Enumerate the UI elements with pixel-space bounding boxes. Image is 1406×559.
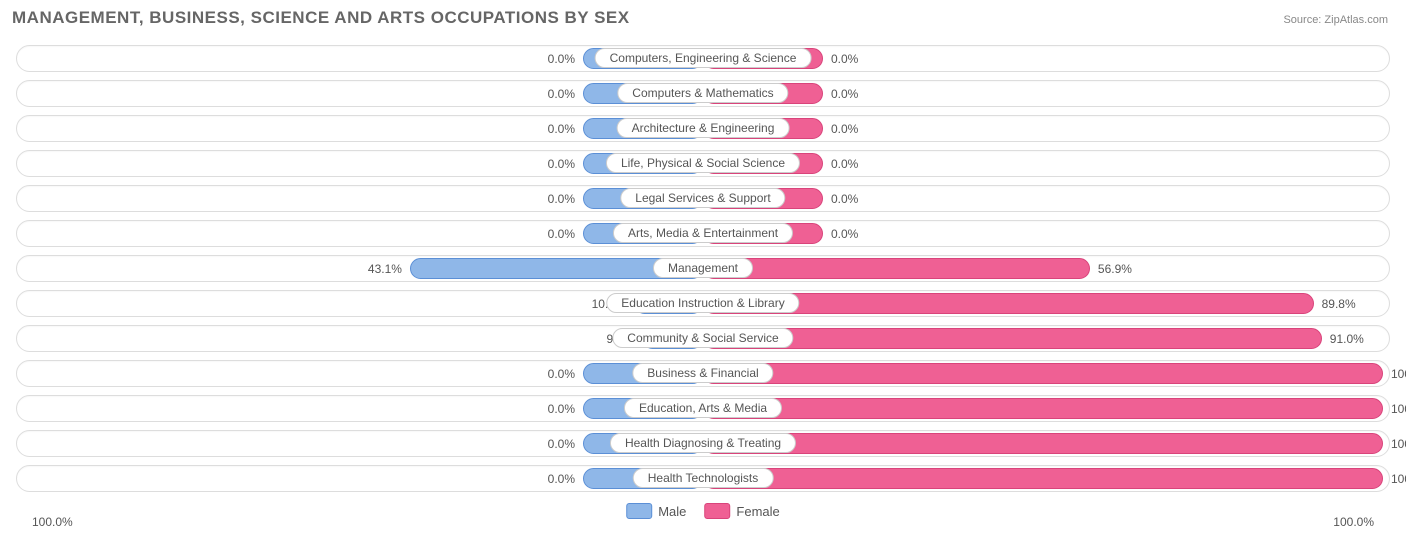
male-swatch-icon: [626, 503, 652, 519]
chart-row: 43.1% 56.9% Management: [12, 252, 1394, 285]
category-label: Education, Arts & Media: [624, 398, 782, 418]
male-value-label: 0.0%: [548, 77, 575, 110]
legend-item-male: Male: [626, 503, 686, 519]
category-label: Architecture & Engineering: [617, 118, 790, 138]
legend: Male Female: [626, 503, 780, 519]
male-value-label: 0.0%: [548, 427, 575, 460]
category-label: Health Technologists: [633, 468, 774, 488]
female-value-label: 0.0%: [831, 182, 858, 215]
female-value-label: 100.0%: [1391, 357, 1406, 390]
male-value-label: 0.0%: [548, 217, 575, 250]
category-label: Arts, Media & Entertainment: [613, 223, 793, 243]
female-bar: [703, 433, 1383, 454]
male-value-label: 0.0%: [548, 147, 575, 180]
category-label: Management: [653, 258, 753, 278]
category-label: Community & Social Service: [612, 328, 793, 348]
chart-title: MANAGEMENT, BUSINESS, SCIENCE AND ARTS O…: [12, 8, 1394, 28]
female-value-label: 0.0%: [831, 77, 858, 110]
female-value-label: 0.0%: [831, 112, 858, 145]
female-swatch-icon: [704, 503, 730, 519]
male-value-label: 0.0%: [548, 42, 575, 75]
female-value-label: 100.0%: [1391, 392, 1406, 425]
chart-footer: 100.0% Male Female 100.0%: [12, 499, 1394, 539]
chart-row: 0.0%100.0%Business & Financial: [12, 357, 1394, 390]
chart-row: 0.0%100.0%Health Diagnosing & Treating: [12, 427, 1394, 460]
male-value-label: 0.0%: [548, 357, 575, 390]
female-value-label: 0.0%: [831, 147, 858, 180]
male-value-label: 0.0%: [548, 112, 575, 145]
female-bar: [703, 363, 1383, 384]
female-bar: [703, 258, 1090, 279]
female-value-label: 56.9%: [1098, 252, 1132, 285]
category-label: Legal Services & Support: [620, 188, 785, 208]
male-value-label: 0.0%: [548, 182, 575, 215]
category-label: Computers, Engineering & Science: [595, 48, 812, 68]
male-value-label: 43.1%: [368, 252, 402, 285]
legend-female-label: Female: [736, 504, 779, 519]
chart-row: 0.0% 0.0% Arts, Media & Entertainment: [12, 217, 1394, 250]
legend-male-label: Male: [658, 504, 686, 519]
chart-row: 9.0%91.0%Community & Social Service: [12, 322, 1394, 355]
axis-label-left: 100.0%: [32, 515, 73, 529]
source-attribution: Source: ZipAtlas.com: [1283, 14, 1388, 26]
legend-item-female: Female: [704, 503, 779, 519]
female-value-label: 100.0%: [1391, 427, 1406, 460]
male-value-label: 0.0%: [548, 392, 575, 425]
female-value-label: 100.0%: [1391, 462, 1406, 495]
category-label: Business & Financial: [632, 363, 773, 383]
chart-row: 0.0%100.0%Education, Arts & Media: [12, 392, 1394, 425]
chart-row: 0.0% 0.0% Computers & Mathematics: [12, 77, 1394, 110]
female-value-label: 89.8%: [1322, 287, 1356, 320]
chart-row: 0.0%100.0%Health Technologists: [12, 462, 1394, 495]
chart-row: 0.0% 0.0% Architecture & Engineering: [12, 112, 1394, 145]
chart-row: 0.0% 0.0% Legal Services & Support: [12, 182, 1394, 215]
category-label: Education Instruction & Library: [606, 293, 799, 313]
male-value-label: 0.0%: [548, 462, 575, 495]
female-value-label: 0.0%: [831, 217, 858, 250]
chart-row: 10.2%89.8%Education Instruction & Librar…: [12, 287, 1394, 320]
chart-row: 0.0% 0.0% Computers, Engineering & Science: [12, 42, 1394, 75]
axis-label-right: 100.0%: [1333, 515, 1374, 529]
chart-row: 0.0% 0.0% Life, Physical & Social Science: [12, 147, 1394, 180]
category-label: Life, Physical & Social Science: [606, 153, 800, 173]
female-value-label: 91.0%: [1330, 322, 1364, 355]
category-label: Health Diagnosing & Treating: [610, 433, 796, 453]
diverging-bar-chart: 0.0%0.0%Computers, Engineering & Science…: [12, 42, 1394, 495]
female-bar: [703, 468, 1383, 489]
female-bar: [703, 398, 1383, 419]
female-value-label: 0.0%: [831, 42, 858, 75]
category-label: Computers & Mathematics: [617, 83, 788, 103]
female-bar: [703, 328, 1322, 349]
